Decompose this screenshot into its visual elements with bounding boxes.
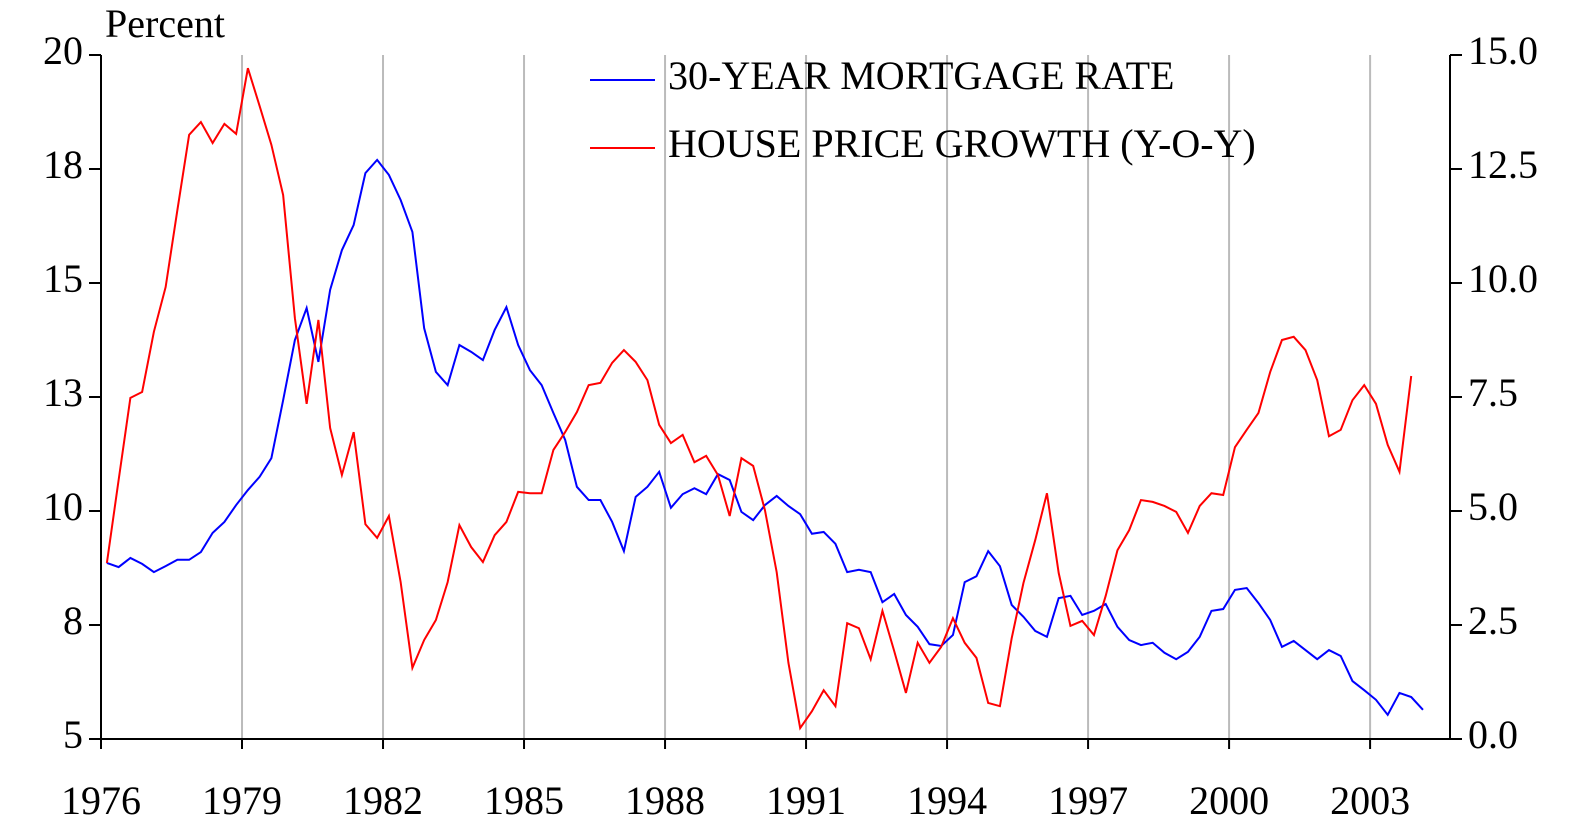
y-tick-label: 18 (43, 142, 83, 187)
y2-tick-label: 5.0 (1468, 484, 1518, 529)
y-tick-label: 8 (63, 598, 83, 643)
y2-tick-label: 15.0 (1468, 28, 1538, 73)
y-axis-label: Percent (105, 1, 225, 46)
x-tick-label: 1997 (1048, 778, 1128, 823)
x-tick-label: 1982 (343, 778, 423, 823)
series-line (105, 67, 1413, 731)
y2-tick-label: 0.0 (1468, 712, 1518, 757)
legend-label: HOUSE PRICE GROWTH (Y-O-Y) (668, 121, 1256, 166)
y-tick-label: 20 (43, 28, 83, 73)
y-tick-label: 13 (43, 370, 83, 415)
x-tick-label: 1979 (202, 778, 282, 823)
x-tick-label: 1988 (625, 778, 705, 823)
legend-label: 30-YEAR MORTGAGE RATE (668, 53, 1174, 98)
y2-tick-label: 12.5 (1468, 142, 1538, 187)
series-line (106, 158, 1424, 717)
y2-tick-label: 10.0 (1468, 256, 1538, 301)
x-tick-label: 1976 (61, 778, 141, 823)
y-tick-label: 5 (63, 712, 83, 757)
x-tick-label: 1994 (907, 778, 987, 823)
x-tick-label: 2003 (1330, 778, 1410, 823)
y-tick-label: 15 (43, 256, 83, 301)
x-tick-label: 2000 (1189, 778, 1269, 823)
x-tick-label: 1991 (766, 778, 846, 823)
y2-tick-label: 7.5 (1468, 370, 1518, 415)
x-tick-label: 1985 (484, 778, 564, 823)
y2-tick-label: 2.5 (1468, 598, 1518, 643)
y-tick-label: 10 (43, 484, 83, 529)
